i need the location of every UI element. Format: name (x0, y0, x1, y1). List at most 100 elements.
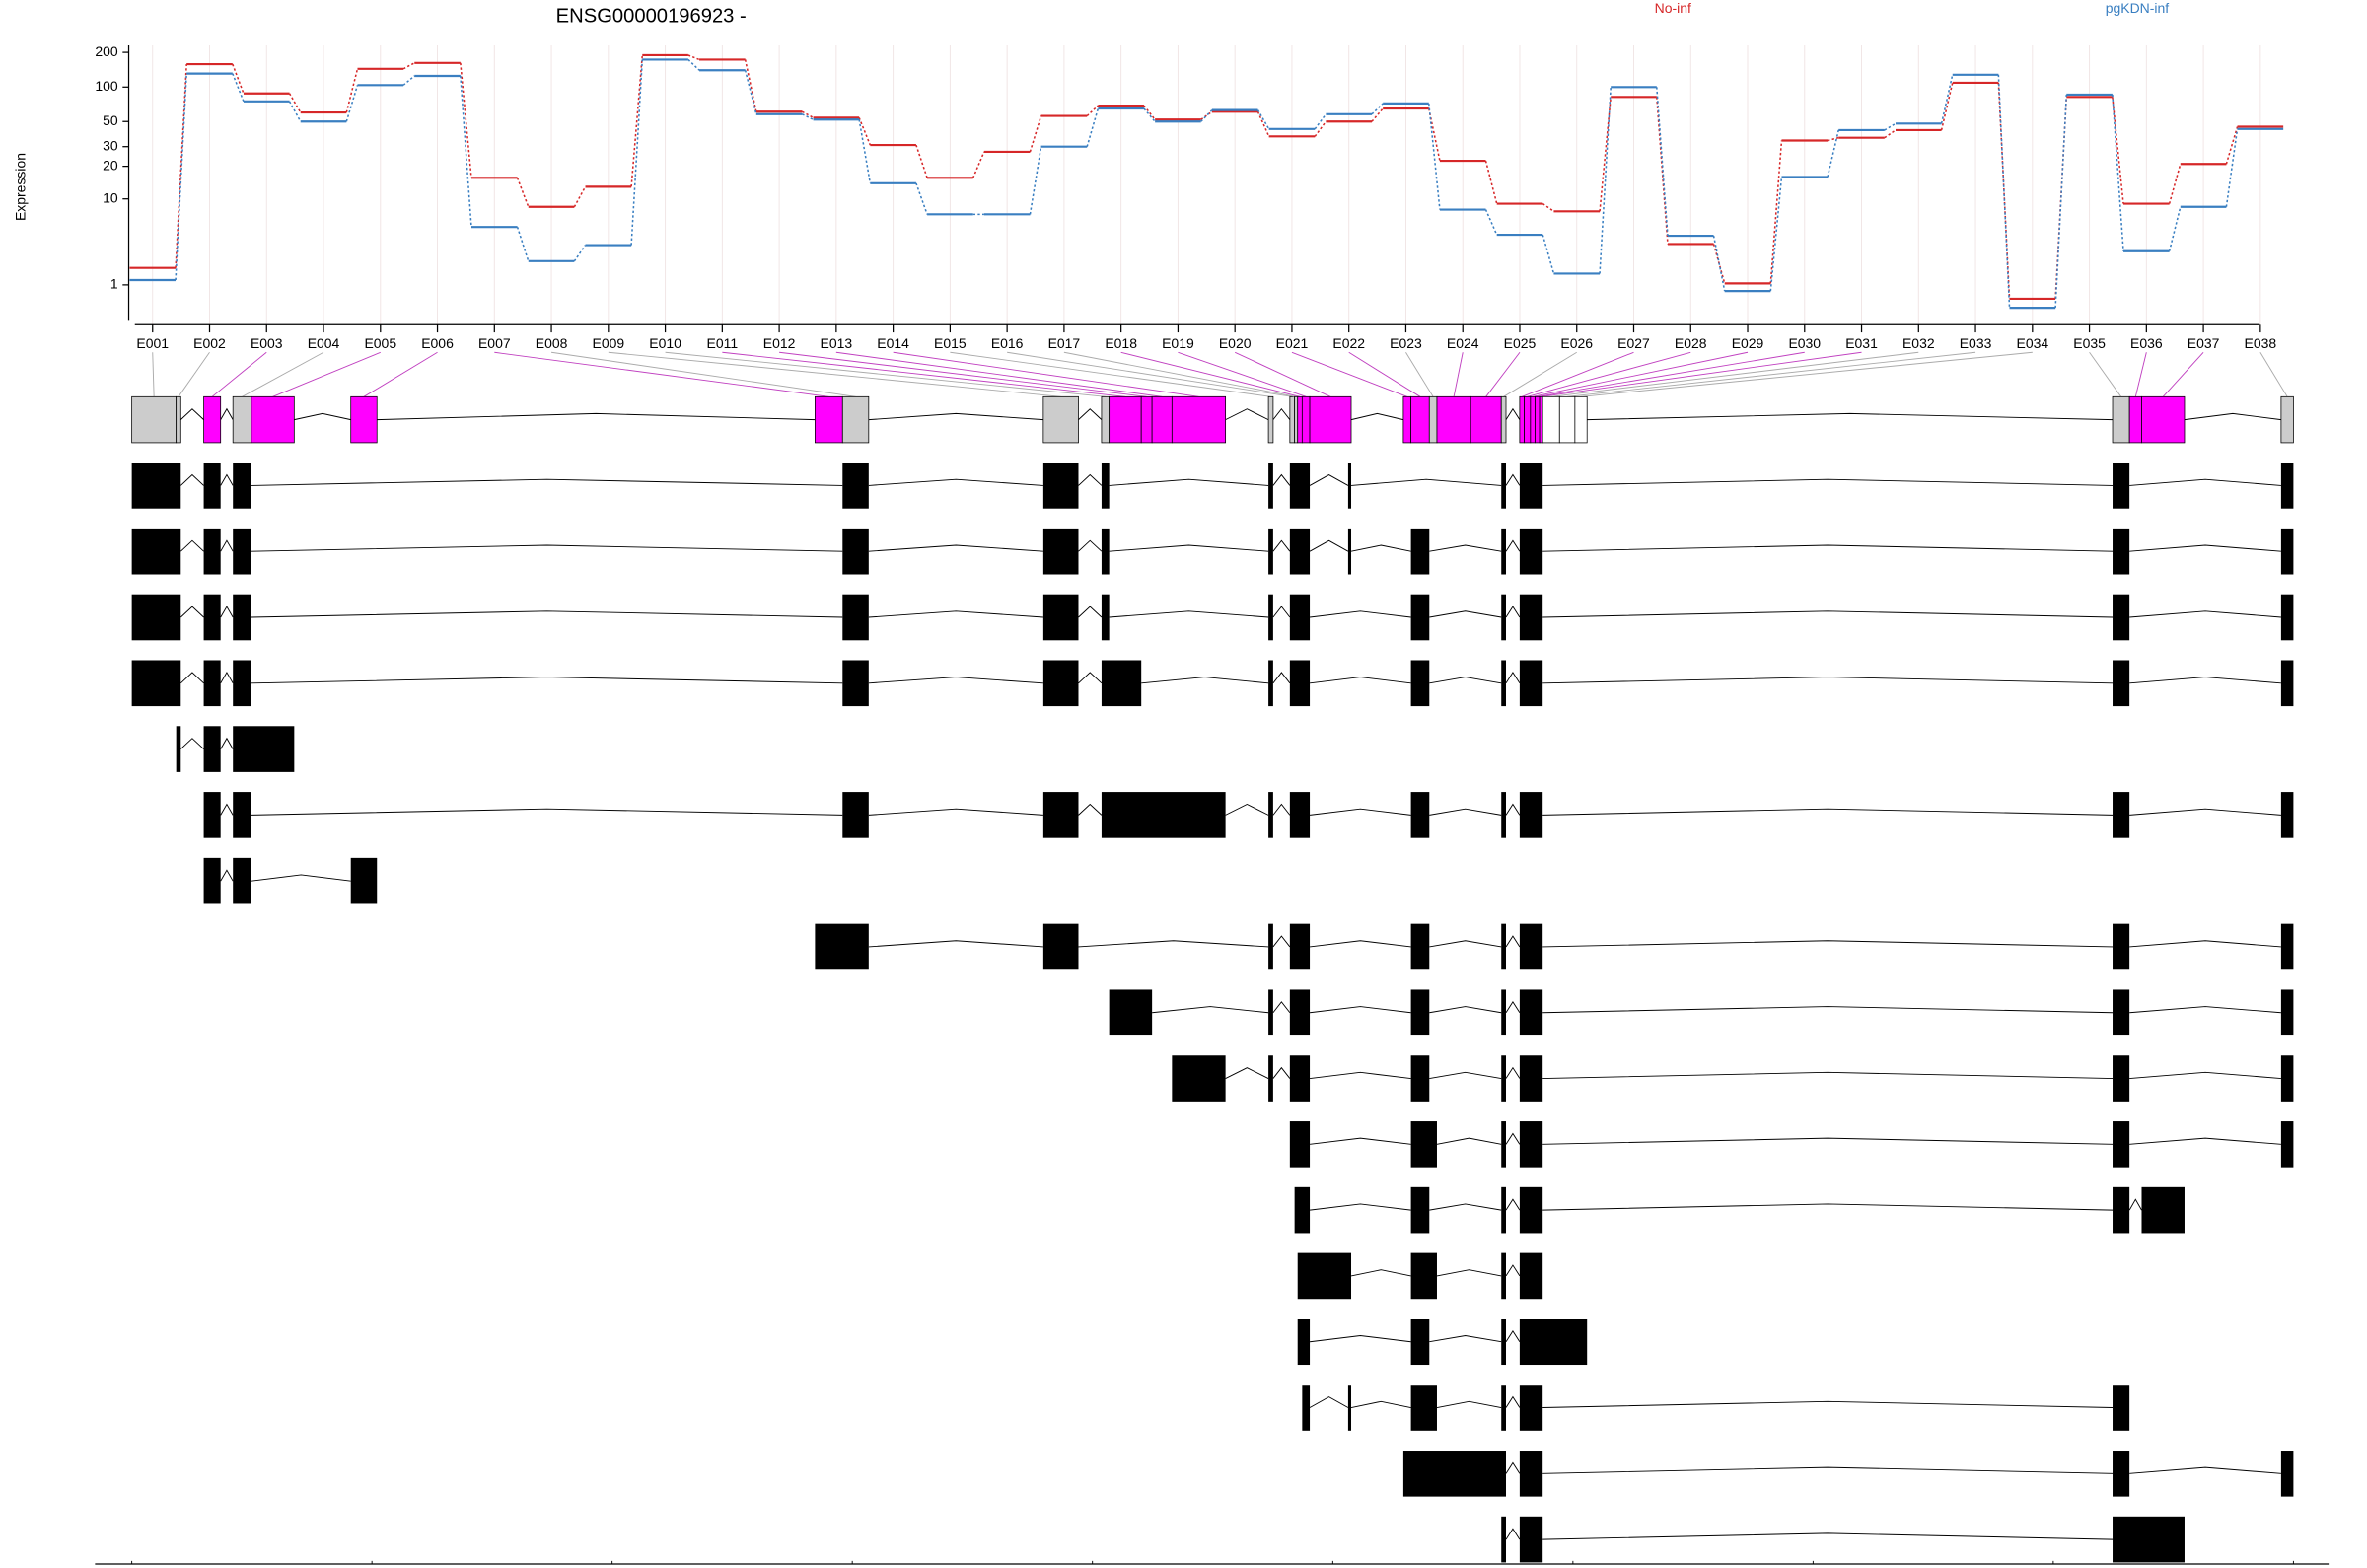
intron (1078, 672, 1103, 684)
connector (2225, 126, 2239, 165)
transcript-exon (1268, 1055, 1273, 1102)
x-tick-label: E035 (2073, 335, 2106, 351)
connector (1484, 160, 1498, 204)
intron (1310, 1335, 1411, 1343)
connector (2112, 94, 2124, 251)
intron (1272, 539, 1291, 552)
intron (1310, 1137, 1411, 1145)
connector (1827, 136, 1839, 142)
intron (1272, 473, 1291, 486)
transcript-exon (1101, 594, 1110, 641)
transcript-exon (203, 594, 221, 641)
bin-link (893, 351, 1199, 397)
intron (1272, 803, 1291, 816)
transcript-exon (1402, 1451, 1507, 1497)
transcript-exon (2141, 1186, 2185, 1234)
intron (1505, 803, 1521, 816)
transcript-exon (1501, 1385, 1507, 1431)
transcript-exon (1501, 1319, 1507, 1366)
intron (1310, 610, 1411, 618)
intron (377, 412, 816, 421)
bin-link (1120, 351, 1301, 397)
bin-link (1348, 351, 1421, 397)
transcript-exon (1519, 1451, 1543, 1497)
intron (1225, 408, 1269, 421)
intron (1505, 407, 1521, 420)
transcript-exon (2280, 923, 2294, 970)
intron (1078, 940, 1269, 948)
transcript-exon (1410, 989, 1430, 1036)
bin-link (1291, 351, 1407, 397)
transcript-exon (203, 528, 221, 575)
exon-bin (232, 395, 252, 444)
transcript-exon (1519, 660, 1543, 707)
transcript-exon (2113, 1516, 2185, 1563)
intron (2129, 940, 2281, 948)
transcript-exon (203, 463, 221, 509)
bin-link (1537, 351, 1805, 397)
x-tick-label: E004 (308, 335, 340, 351)
bin-link (1485, 351, 1521, 397)
genomic-tick-label: 177492869 (1541, 1565, 1606, 1568)
intron (1309, 474, 1349, 486)
transcript-exon (1519, 1252, 1543, 1300)
y-axis-label: Expression (12, 153, 28, 221)
transcript-exon (2280, 660, 2294, 707)
bin-link (2162, 351, 2204, 397)
y-tick-label: 10 (103, 189, 118, 205)
transcript-exon (233, 792, 251, 838)
transcript-exon (2113, 594, 2130, 641)
transcript-exon (1519, 792, 1543, 838)
exon-bin (251, 395, 295, 444)
transcript-exon (1268, 528, 1273, 575)
intron (2129, 544, 2281, 552)
connector (345, 85, 359, 122)
genomic-tick-label: 177494448 (1780, 1565, 1845, 1568)
exon-bin (2280, 395, 2294, 444)
transcript-exon (842, 660, 869, 707)
intron (1429, 1203, 1502, 1211)
x-tick-label: E002 (193, 335, 226, 351)
connector (402, 62, 415, 70)
connector (1200, 110, 1213, 120)
transcript-exon (131, 660, 181, 707)
intron (220, 869, 234, 882)
transcript-exon (1172, 1055, 1226, 1102)
y-tick-label: 50 (103, 112, 118, 128)
exon-bin (2112, 395, 2130, 444)
transcript-exon (842, 463, 869, 509)
exon-bin (841, 395, 870, 444)
transcript-exon (1519, 923, 1543, 970)
transcript-exon (1519, 1121, 1543, 1168)
transcript-exon (2280, 989, 2294, 1036)
intron (1542, 544, 2114, 552)
transcript-exon (1289, 660, 1311, 707)
connector (858, 119, 872, 183)
connector (345, 68, 359, 113)
transcript-exon (1042, 792, 1079, 838)
intron (868, 940, 1043, 948)
intron (1272, 672, 1291, 684)
exon-bin (1535, 395, 1541, 444)
transcript-exon (1410, 1055, 1430, 1102)
intron (1436, 1400, 1502, 1408)
exon-bin (1500, 395, 1507, 444)
intron (868, 808, 1043, 816)
connector (1143, 105, 1156, 120)
bin-link (2259, 352, 2288, 397)
x-tick-label: E009 (593, 335, 625, 351)
connector (1427, 107, 1441, 162)
y-tick-label: 100 (95, 78, 118, 94)
connector (1940, 74, 1954, 124)
intron (220, 737, 234, 749)
genomic-tick-label: 177483394 (100, 1565, 165, 1568)
exon-bin (1294, 395, 1299, 444)
intron (1542, 677, 2114, 684)
intron (2129, 478, 2281, 486)
x-tick-label: E015 (934, 335, 967, 351)
connector (1769, 140, 1783, 284)
transcript-exon (233, 660, 251, 707)
genomic-tick-label: 177489710 (1060, 1565, 1125, 1568)
transcript-exon (1268, 989, 1273, 1036)
transcript-exon (1501, 594, 1507, 641)
